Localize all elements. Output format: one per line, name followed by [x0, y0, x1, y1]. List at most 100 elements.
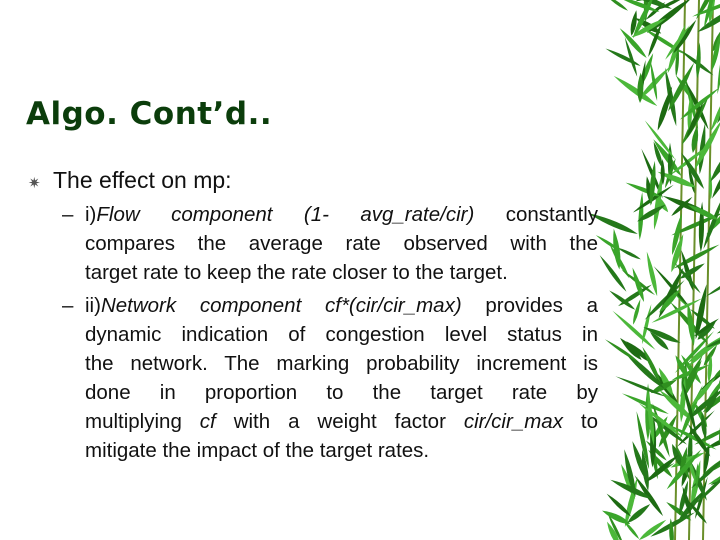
bamboo-leaf: [636, 411, 650, 470]
bamboo-leaf: [707, 354, 713, 383]
bamboo-leaf: [658, 367, 673, 397]
bamboo-leaf: [632, 0, 655, 39]
bamboo-leaf: [695, 284, 707, 340]
text-segment: to: [562, 410, 598, 433]
bamboo-leaf: [610, 479, 653, 499]
bamboo-leaf: [696, 42, 701, 79]
bamboo-leaf: [599, 255, 627, 292]
bamboo-leaf: [673, 19, 697, 54]
bamboo-leaf: [660, 159, 665, 186]
bamboo-leaf: [648, 449, 673, 478]
bamboo-leaf: [695, 463, 699, 489]
bamboo-leaf: [634, 475, 664, 517]
text-segment: multiplying: [85, 410, 200, 433]
bamboo-leaf: [618, 284, 652, 307]
bamboo-leaf: [644, 120, 676, 160]
bamboo-leaf: [672, 443, 682, 468]
bullet-text: The effect on mp:: [53, 167, 232, 193]
bamboo-leaf: [710, 81, 720, 132]
bamboo-leaf: [649, 160, 656, 206]
bamboo-leaf: [669, 518, 674, 540]
bamboo-leaf: [637, 204, 666, 222]
bamboo-leaf: [681, 379, 697, 435]
bamboo-leaf: [590, 212, 638, 235]
bamboo-leaf: [667, 424, 717, 450]
text-segment: ii): [85, 294, 101, 317]
bamboo-leaf: [682, 486, 691, 516]
bamboo-leaf: [627, 503, 651, 523]
bamboo-leaf: [697, 3, 720, 33]
bamboo-leaf: [613, 75, 658, 106]
bamboo-leaf: [681, 152, 705, 190]
bamboo-leaf: [651, 190, 669, 213]
bamboo-leaf: [649, 331, 669, 350]
bamboo-leaf: [676, 489, 705, 525]
text-segment: the network. The marking probability inc…: [85, 352, 598, 375]
text-segment: with a weight factor: [215, 410, 464, 433]
bamboo-leaf: [618, 0, 672, 9]
bamboo-leaf: [716, 311, 720, 334]
bamboo-leaf: [717, 38, 720, 95]
bamboo-leaf: [703, 0, 717, 29]
bamboo-leaf: [671, 233, 684, 273]
text-segment: constantly: [474, 203, 598, 226]
bamboo-leaf: [646, 251, 658, 297]
dash-marker: –: [62, 203, 74, 226]
bamboo-leaf: [679, 87, 720, 120]
bamboo-leaf: [667, 62, 695, 112]
bamboo-leaf: [670, 143, 713, 176]
bamboo-leaf: [713, 361, 720, 378]
bamboo-leaf: [694, 318, 719, 337]
text-line: the network. The marking probability inc…: [85, 349, 598, 378]
bamboo-leaf: [612, 310, 656, 350]
bamboo-leaf: [632, 441, 646, 480]
bamboo-leaf: [701, 412, 707, 439]
bamboo-leaf: [619, 28, 647, 59]
text-line: mitigate the impact of the target rates.: [85, 436, 598, 465]
text-line: ii)Network component cf*(cir/cir_max) pr…: [85, 291, 598, 320]
bamboo-leaf: [633, 299, 641, 325]
bamboo-leaf: [630, 10, 637, 36]
bamboo-leaf: [686, 102, 704, 139]
bamboo-leaf: [687, 95, 692, 133]
bamboo-leaf: [650, 60, 658, 101]
bamboo-leaf: [665, 25, 690, 60]
bamboo-leaf: [623, 519, 640, 540]
bamboo-leaf: [666, 449, 702, 490]
bamboo-leaf: [672, 213, 682, 256]
bamboo-leaf: [648, 21, 663, 57]
bamboo-leaf: [664, 158, 676, 189]
bamboo-leaf: [632, 267, 644, 302]
bamboo-leaf: [637, 72, 644, 104]
text-line: i)Flow component (1- avg_rate/cir) const…: [85, 200, 598, 229]
bamboo-leaf: [675, 45, 679, 77]
bamboo-leaf: [687, 204, 719, 220]
bamboo-leaf: [687, 423, 711, 457]
bamboo-leaf: [623, 351, 665, 389]
bamboo-leaf: [690, 308, 715, 329]
bamboo-leaf: [616, 0, 660, 13]
slide-title: Algo. Cont’d..: [26, 96, 273, 132]
bamboo-leaf: [684, 387, 720, 422]
text-line: done in proportion to the target rate by: [85, 378, 598, 407]
bamboo-leaf: [633, 184, 674, 213]
text-segment: compares the average rate observed with …: [85, 232, 598, 255]
bamboo-leaf: [658, 0, 688, 10]
bamboo-leaf: [653, 139, 682, 177]
sub-bullet-network-component: – ii)Network component cf*(cir/cir_max) p…: [62, 291, 598, 465]
bamboo-leaf: [641, 449, 649, 491]
bamboo-leaf: [705, 266, 720, 297]
bamboo-leaf: [643, 326, 681, 343]
bamboo-leaf: [620, 337, 642, 361]
bamboo-leaf: [691, 376, 717, 406]
bamboo-leaf: [681, 354, 702, 384]
bamboo-leaf: [703, 193, 720, 249]
bamboo-leaf: [616, 247, 641, 260]
bamboo-leaf: [621, 393, 669, 415]
bamboo-leaf: [642, 346, 661, 383]
bamboo-leaf: [646, 454, 679, 482]
bamboo-leaf: [710, 140, 720, 182]
bamboo-leaf: [711, 32, 720, 71]
bamboo-leaf: [679, 263, 705, 279]
text-line: compares the average rate observed with …: [85, 229, 598, 258]
